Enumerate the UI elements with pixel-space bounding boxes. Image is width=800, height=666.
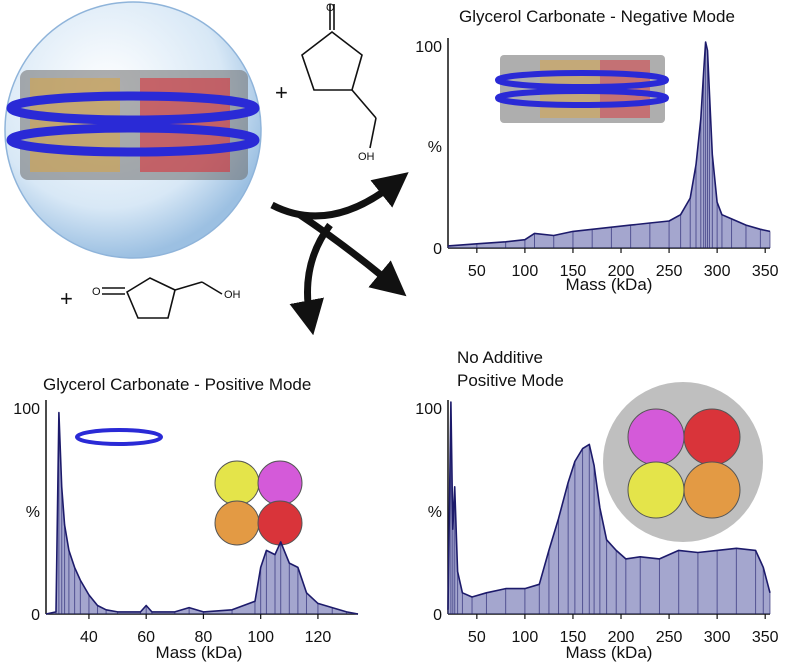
plot-area — [447, 41, 771, 248]
arrow-to-positive-mode — [289, 222, 333, 336]
x-tick-label: 100 — [512, 263, 539, 280]
y-axis-label: % — [428, 139, 442, 156]
plot-area — [447, 401, 771, 614]
scaffold-helix-top — [6, 91, 260, 125]
chart-negative-mode: Glycerol Carbonate - Negative Mode 100 %… — [415, 7, 778, 294]
y-tick-label-bottom: 0 — [433, 241, 442, 258]
y-tick-label-top: 100 — [415, 401, 442, 418]
x-tick-label: 60 — [137, 629, 155, 646]
reaction-arrows — [270, 172, 409, 336]
x-tick-label: 350 — [752, 263, 779, 280]
atom-o-top-carbonyl: O — [326, 2, 335, 14]
series-area — [46, 412, 358, 614]
x-tick-label: 200 — [608, 263, 635, 280]
nanodisc-illustration — [4, 1, 262, 259]
x-tick-label: 100 — [512, 629, 539, 646]
y-tick-label-bottom: 0 — [433, 607, 442, 624]
x-tick-label: 200 — [608, 629, 635, 646]
tetramer-inset-noadd — [603, 382, 763, 542]
x-ticks: 40 60 80 100 120 — [80, 614, 331, 646]
x-tick-label: 100 — [247, 629, 274, 646]
chart-title: Glycerol Carbonate - Negative Mode — [459, 7, 735, 26]
glycerol-carbonate-structure-bottom — [102, 277, 223, 319]
y-tick-label-bottom: 0 — [31, 607, 40, 624]
x-tick-label: 250 — [656, 629, 683, 646]
series-area — [448, 402, 770, 614]
tetramer-inset-pos — [214, 460, 303, 546]
nanodisc-inset-neg — [495, 55, 669, 123]
x-tick-label: 300 — [704, 629, 731, 646]
x-axis-label: Mass (kDa) — [566, 643, 653, 662]
chart-title: Glycerol Carbonate - Positive Mode — [43, 375, 311, 394]
chart-positive-mode: Glycerol Carbonate - Positive Mode 100 %… — [13, 375, 359, 662]
x-tick-label: 250 — [656, 263, 683, 280]
atom-oh-top: OH — [358, 151, 375, 163]
x-tick-label: 300 — [704, 263, 731, 280]
scaffold-helix-bottom — [6, 123, 260, 157]
arrow-to-negative-mode — [270, 172, 409, 220]
x-tick-label: 120 — [305, 629, 332, 646]
arrow-to-no-additive — [298, 212, 407, 297]
x-axis-label: Mass (kDa) — [156, 643, 243, 662]
x-tick-label: 150 — [560, 263, 587, 280]
y-tick-label-top: 100 — [13, 401, 40, 418]
x-tick-label: 350 — [752, 629, 779, 646]
x-tick-label: 50 — [468, 629, 486, 646]
x-tick-label: 80 — [195, 629, 213, 646]
x-tick-label: 50 — [468, 263, 486, 280]
y-axis-label: % — [428, 504, 442, 521]
scaffold-ring-inset — [75, 428, 163, 446]
x-ticks: 50 100 150 200 250 300 350 — [468, 614, 779, 646]
chart-subtitle: Positive Mode — [457, 371, 564, 390]
plus-sign-top: + — [275, 80, 288, 105]
x-axis-label: Mass (kDa) — [566, 275, 653, 294]
x-ticks: 50 100 150 200 250 300 350 — [468, 248, 779, 280]
glycerol-carbonate-structure-top — [301, 4, 377, 149]
atom-oh-bottom: OH — [224, 289, 241, 301]
chart-no-additive: No Additive Positive Mode 100 % 0 50 100 1… — [415, 348, 778, 662]
x-tick-label: 150 — [560, 629, 587, 646]
y-tick-label-top: 100 — [415, 39, 442, 56]
chart-title: No Additive — [457, 348, 543, 367]
plot-area — [45, 411, 359, 615]
atom-o-bottom-carbonyl: O — [92, 286, 101, 298]
x-tick-label: 40 — [80, 629, 98, 646]
y-axis-label: % — [26, 504, 40, 521]
plus-sign-bottom: + — [60, 286, 73, 311]
